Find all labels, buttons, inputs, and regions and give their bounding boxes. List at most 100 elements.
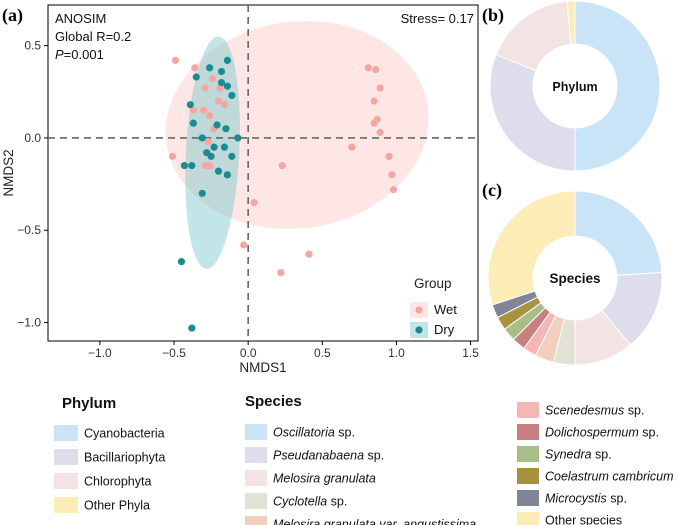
species-legend-label: Melosira granulata	[273, 472, 376, 486]
species-legend-swatch	[245, 493, 267, 509]
point-wet	[168, 152, 177, 160]
point-dry	[222, 125, 230, 133]
point-wet	[171, 56, 180, 64]
point-dry	[228, 91, 236, 100]
point-dry	[188, 162, 196, 170]
y-tick-label: 0.5	[24, 39, 41, 53]
point-dry	[223, 171, 232, 179]
species-legend-swatch	[517, 402, 539, 418]
point-wet	[204, 138, 212, 146]
species-legend-label: Oscillatoria sp.	[273, 426, 355, 440]
phylum-legend-swatch	[54, 449, 78, 465]
point-wet	[278, 162, 286, 170]
donut-center-label: Phylum	[552, 80, 597, 94]
point-wet	[372, 66, 380, 74]
plot-frame	[47, 4, 479, 342]
panel-label-c: (c)	[482, 180, 502, 201]
point-dry	[217, 78, 226, 87]
phylum-legend-swatch	[54, 425, 78, 441]
point-dry	[177, 258, 186, 266]
phylum-legend-label: Cyanobacteria	[84, 427, 165, 441]
point-dry	[223, 56, 232, 64]
species-legend-label: Microcystis sp.	[545, 492, 627, 506]
x-tick-label: −1.0	[88, 346, 112, 360]
point-dry	[198, 189, 206, 197]
group-legend-key-wet	[415, 306, 423, 314]
donut-slice-oscillatoria-sp-	[574, 190, 663, 276]
species-legend-swatch	[245, 447, 267, 463]
point-dry	[180, 162, 189, 170]
y-axis-title: NMDS2	[1, 149, 16, 196]
point-dry	[220, 143, 229, 151]
global-r-label: Global R=0.2	[55, 29, 131, 44]
phylum-legend-swatch	[54, 497, 78, 513]
p-value-label: P=0.001	[55, 47, 104, 62]
point-wet	[370, 97, 378, 105]
species-legend-label: Synedra sp.	[545, 448, 612, 462]
species-legend-title: Species	[245, 393, 302, 410]
nmds-scatter-panel: −1.0 −0.5 0.0 0.5 1.0 1.5 0.5 0.0 −0.5 −1.0 NMDS1 N…	[1, 4, 479, 375]
y-tick-label: 0.0	[24, 131, 41, 145]
point-dry	[186, 101, 194, 109]
species-legend-swatch	[517, 512, 539, 525]
x-tick-label: 0.0	[240, 346, 257, 360]
phylum-legend-label: Chlorophyta	[84, 475, 151, 489]
point-wet	[385, 152, 393, 160]
donut-slice-other-phyla	[566, 0, 576, 45]
point-wet	[200, 106, 208, 114]
phylum-legend-swatch	[54, 473, 78, 489]
point-wet	[376, 128, 384, 136]
species-legend-swatch	[517, 424, 539, 440]
point-wet	[277, 269, 285, 277]
point-wet	[376, 84, 384, 92]
species-legend-swatch	[245, 424, 267, 440]
phylum-legend-title: Phylum	[62, 395, 116, 412]
y-tick-label: −0.5	[17, 223, 41, 237]
point-wet	[364, 64, 372, 72]
x-axis-title: NMDS1	[239, 360, 286, 375]
point-dry	[207, 152, 215, 160]
point-wet	[206, 162, 214, 170]
species-legend-label: Melosira granulata var. angustissima	[273, 518, 476, 525]
phylum-legend-label: Other Phyla	[84, 499, 150, 513]
point-wet	[388, 171, 396, 179]
group-legend-label-wet: Wet	[434, 302, 457, 317]
species-legend-swatch	[245, 516, 267, 525]
point-dry	[213, 121, 221, 129]
point-wet	[250, 198, 258, 207]
point-wet	[189, 106, 197, 114]
phylum-legend-label: Bacillariophyta	[84, 451, 165, 465]
x-tick-label: 1.5	[462, 346, 479, 360]
point-dry	[189, 119, 197, 127]
point-wet	[191, 64, 199, 72]
species-legend-label: Cyclotella sp.	[273, 495, 347, 509]
species-legend-label: Other species	[545, 514, 622, 525]
donut-slice-bacillariophyta	[489, 54, 576, 172]
anosim-label: ANOSIM	[55, 11, 106, 26]
point-dry	[210, 143, 218, 151]
x-tick-label: 0.5	[314, 346, 331, 360]
point-wet	[389, 186, 398, 194]
panel-label-b: (b)	[482, 5, 504, 26]
group-legend-key-dry	[415, 326, 423, 334]
species-legend-swatch	[245, 470, 267, 486]
point-wet	[201, 84, 209, 92]
panel-label-a: (a)	[2, 5, 23, 26]
point-dry	[198, 134, 206, 142]
x-tick-label: 1.0	[388, 346, 405, 360]
species-legend-label: Dolichospermum sp.	[545, 426, 659, 440]
phylum-donut-chart: Phylum	[489, 0, 661, 172]
point-dry	[217, 67, 226, 76]
species-legend-label: Scenedesmus sp.	[545, 404, 644, 418]
group-legend-label-dry: Dry	[434, 322, 455, 337]
species-legend-swatch	[517, 490, 539, 506]
point-wet	[348, 143, 356, 151]
group-legend-title: Group	[414, 276, 452, 291]
species-legend-swatch	[517, 446, 539, 462]
species-legend-swatch	[517, 468, 539, 484]
phylum-legend: Phylum Cyanobacteria Bacillariophyta Chloro…	[54, 395, 165, 513]
point-dry	[223, 82, 232, 90]
point-wet	[305, 250, 313, 258]
point-dry	[228, 152, 236, 160]
